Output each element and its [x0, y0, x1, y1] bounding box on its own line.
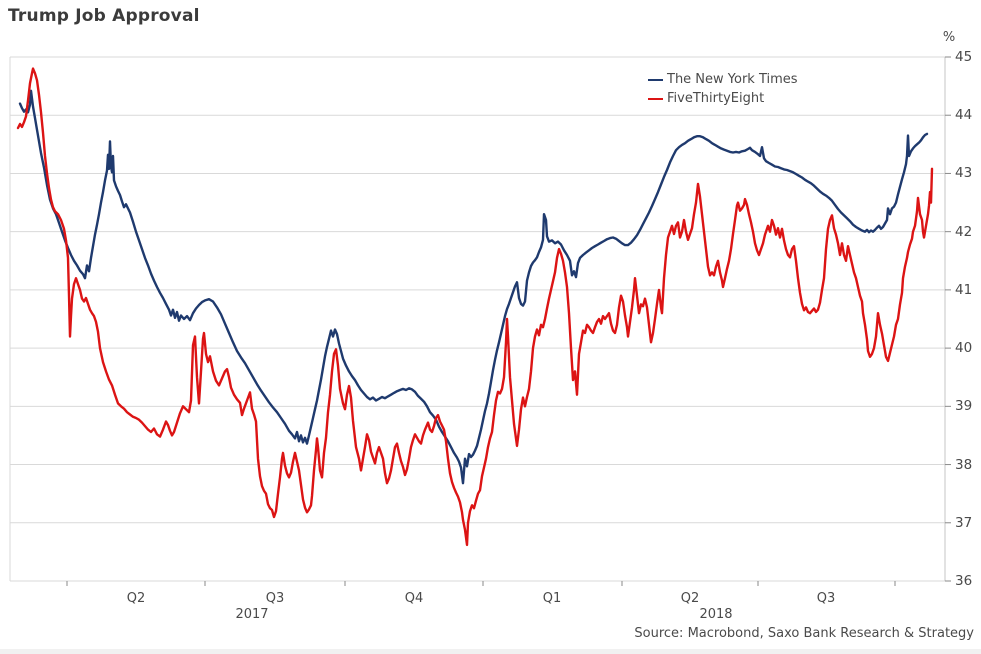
- y-axis-label-39: 39: [955, 398, 973, 415]
- page-title: Trump Job Approval: [8, 6, 200, 26]
- legend-label: The New York Times: [667, 72, 798, 87]
- x-axis-year-label-2018: 2018: [699, 607, 733, 622]
- y-axis-label-42: 42: [955, 223, 973, 240]
- x-axis-label-3-q1: Q1: [542, 591, 562, 606]
- y-axis-label-40: 40: [955, 340, 973, 357]
- x-axis-label-0-q2: Q2: [126, 591, 146, 606]
- y-axis-label-44: 44: [955, 107, 973, 124]
- legend-item-0: The New York Times: [648, 70, 798, 89]
- window-bottom-strip: [0, 649, 981, 654]
- y-axis-unit-label: %: [942, 30, 956, 45]
- chart-legend: The New York Times FiveThirtyEight: [648, 70, 798, 108]
- y-axis-label-41: 41: [955, 281, 973, 298]
- x-axis-label-4-q2: Q2: [680, 591, 700, 606]
- series-line-1: [16, 67, 934, 547]
- y-axis-label-45: 45: [955, 49, 973, 65]
- y-axis-label-43: 43: [955, 165, 973, 182]
- legend-item-1: FiveThirtyEight: [648, 89, 798, 108]
- x-axis-label-2-q4: Q4: [404, 591, 424, 606]
- y-axis-label-37: 37: [955, 514, 973, 531]
- x-axis-label-5-q3: Q3: [816, 591, 836, 606]
- source-attribution: Source: Macrobond, Saxo Bank Research & …: [634, 626, 974, 641]
- y-axis-label-38: 38: [955, 456, 973, 473]
- legend-swatch-icon: [648, 78, 663, 81]
- legend-label: FiveThirtyEight: [667, 91, 765, 106]
- legend-swatch-icon: [648, 97, 663, 100]
- x-axis-year-label-2017: 2017: [235, 607, 269, 622]
- x-axis-label-1-q3: Q3: [265, 591, 285, 606]
- series-line-0: [18, 89, 929, 485]
- y-axis-label-36: 36: [955, 573, 973, 589]
